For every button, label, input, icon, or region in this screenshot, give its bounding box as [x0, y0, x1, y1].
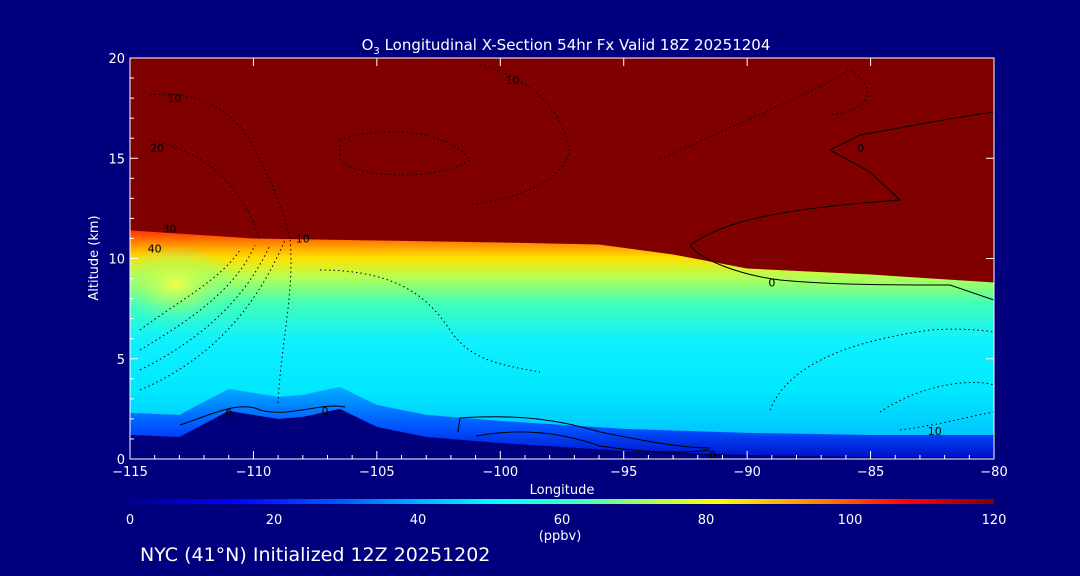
contour-dotted-east-2 — [879, 381, 994, 413]
x-tick-label: −85 — [857, 465, 884, 480]
contour-dotted-upper-left-2 — [149, 139, 261, 241]
contour-label: 0 — [709, 449, 716, 462]
x-axis: −115 −110 −105 −100 −95 −90 −85 −80 — [112, 58, 1008, 480]
colorbar-tick-label: 80 — [698, 513, 715, 528]
y-tick-label: 0 — [117, 453, 125, 468]
contour-label: 10 — [167, 92, 181, 105]
colorbar-tick-label: 60 — [554, 513, 571, 528]
contour-lines — [139, 64, 994, 453]
y-axis-title: Altitude (km) — [87, 215, 102, 300]
y-tick-label: 20 — [108, 52, 125, 67]
contour-label: 10 — [506, 74, 520, 87]
contour-label: 30 — [162, 222, 176, 235]
title-species: O — [362, 36, 374, 54]
x-tick-label: −110 — [236, 465, 272, 480]
contour-zero-low-2 — [475, 431, 711, 453]
x-tick-label: −100 — [482, 465, 518, 480]
colorbar-tick-label: 100 — [838, 513, 863, 528]
contour-label: 0 — [768, 277, 775, 290]
contour-dotted-upper-right — [659, 69, 868, 161]
contour-dotted-east-1 — [769, 328, 994, 411]
x-tick-label: −105 — [359, 465, 395, 480]
contour-dotted-mid-top — [339, 131, 471, 176]
contour-dotted-top-center — [469, 64, 571, 206]
colorbar — [130, 499, 994, 504]
contour-dotted-west-4 — [139, 239, 286, 391]
y-tick-label: 15 — [108, 152, 125, 167]
contour-zero-terrain — [179, 405, 346, 426]
y-tick-label: 10 — [108, 253, 125, 268]
x-tick-label: −80 — [980, 465, 1007, 480]
y-axis: 0 5 10 15 20 — [108, 52, 994, 468]
contour-label: 10 — [296, 232, 310, 245]
contour-label: 0 — [225, 407, 232, 420]
colorbar-tick-label: 0 — [126, 513, 134, 528]
contour-zero-low-1 — [457, 416, 711, 449]
contour-zero-east — [689, 111, 994, 246]
contour-label: 20 — [150, 142, 164, 155]
contour-dotted-west-3 — [139, 244, 271, 371]
title-species-subscript: 3 — [373, 46, 379, 57]
footer-info: NYC (41°N) Initialized 12Z 20251202 — [140, 544, 490, 566]
contour-label: 0 — [857, 142, 864, 155]
colorbar-tick-label: 20 — [266, 513, 283, 528]
colorbar-tick-labels: 0 20 40 60 80 100 120 — [126, 513, 1007, 528]
contour-label: 10 — [928, 425, 942, 438]
contour-zero-tropopause — [689, 244, 994, 301]
terrain-mask — [130, 408, 994, 459]
contour-dotted-upper-left — [149, 93, 291, 241]
chart-title: O3 Longitudinal X-Section 54hr Fx Valid … — [362, 36, 771, 57]
x-tick-label: −115 — [112, 465, 148, 480]
y-tick-label: 5 — [117, 353, 125, 368]
colorbar-units: (ppbv) — [539, 529, 582, 544]
title-text: Longitudinal X-Section 54hr Fx Valid 18Z… — [380, 36, 771, 54]
contour-label: 40 — [148, 242, 162, 255]
colorbar-tick-label: 120 — [982, 513, 1007, 528]
x-tick-label: −95 — [610, 465, 637, 480]
western-ozone-maximum — [130, 245, 235, 325]
contour-label: 0 — [322, 405, 329, 418]
x-tick-label: −90 — [733, 465, 760, 480]
x-axis-title: Longitude — [530, 483, 595, 498]
colorbar-tick-label: 40 — [410, 513, 427, 528]
